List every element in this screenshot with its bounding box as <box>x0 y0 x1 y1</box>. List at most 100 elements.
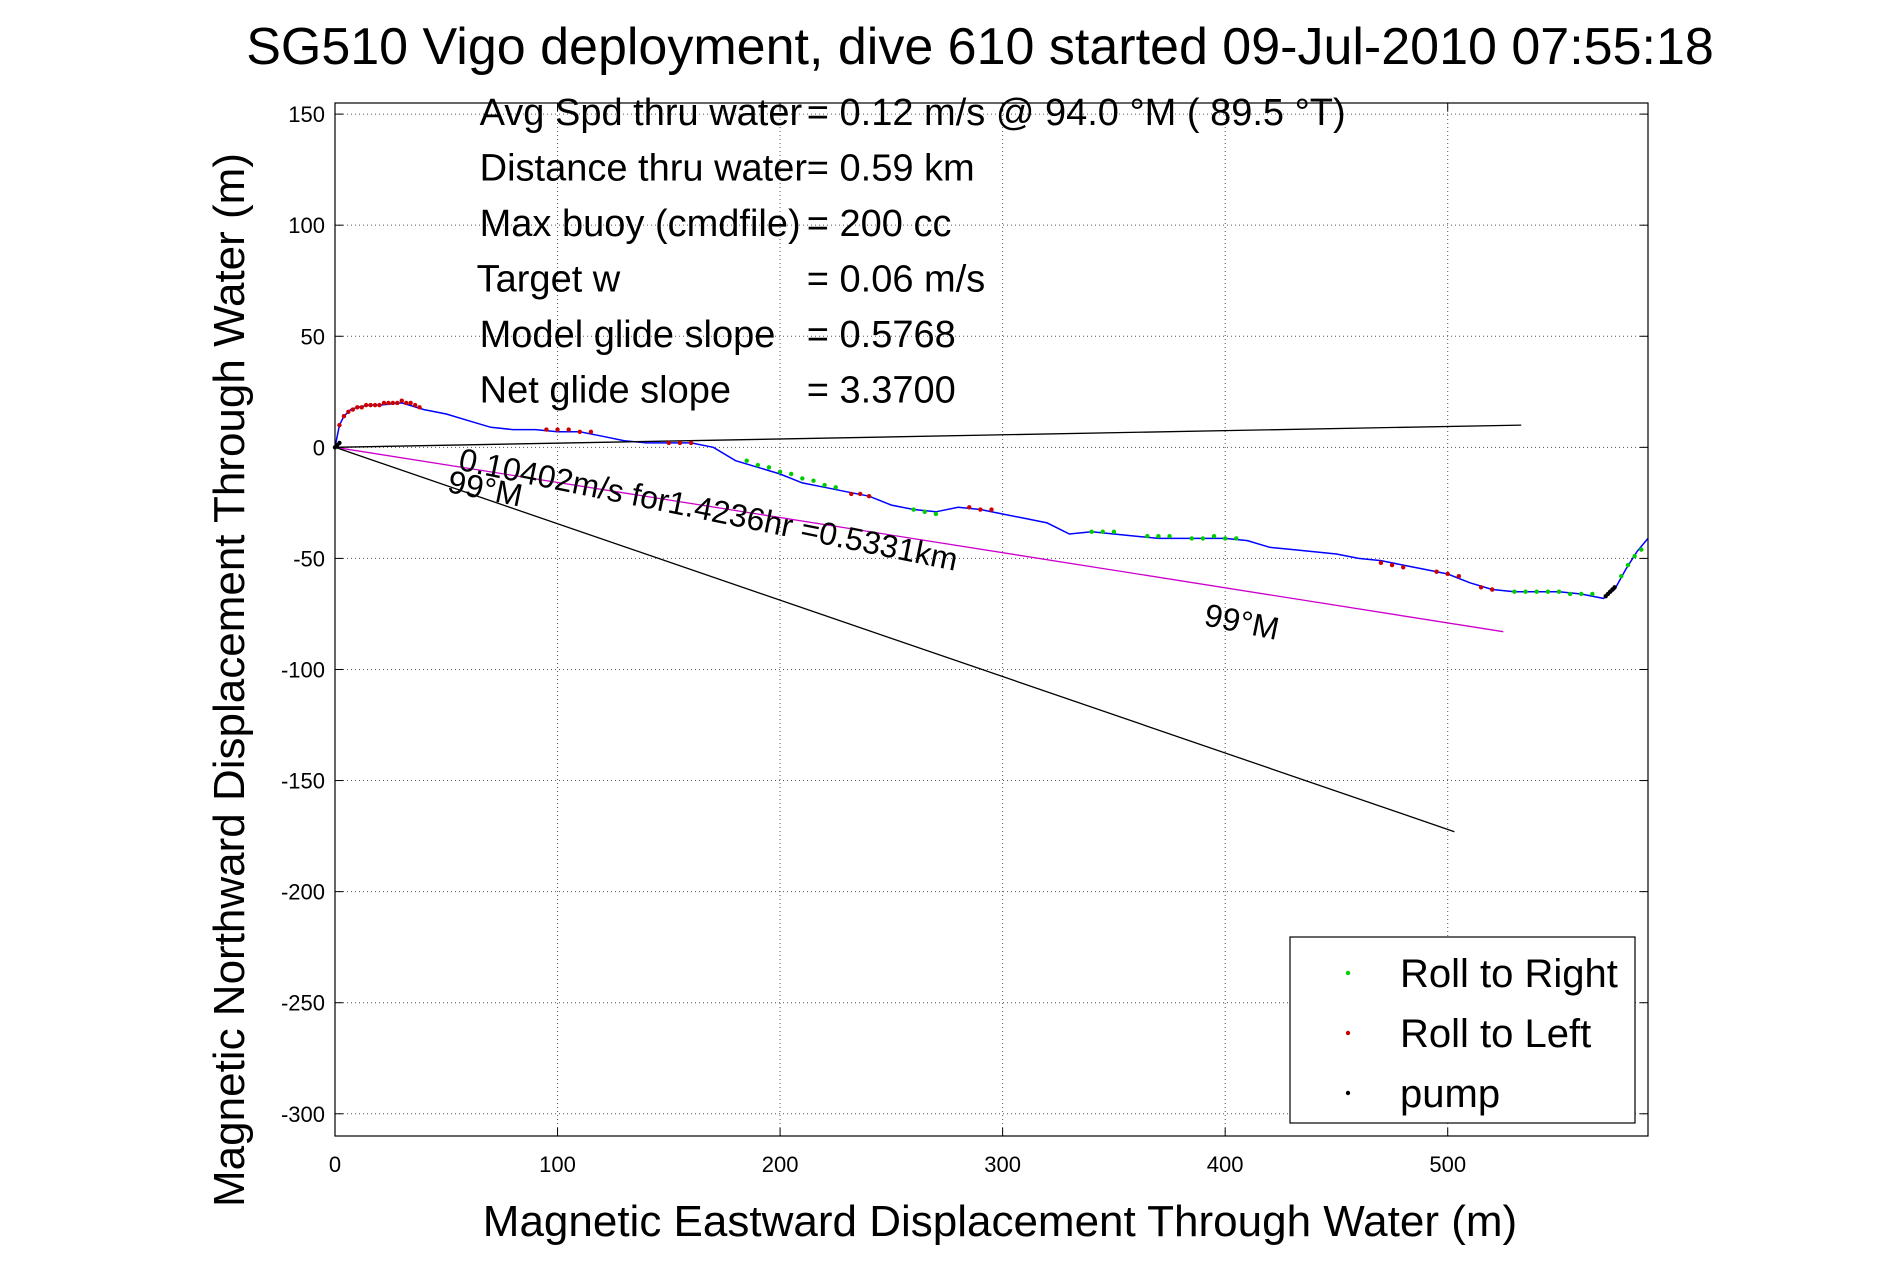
data-point-roll-to-right <box>1545 589 1551 594</box>
x-tick-label: 500 <box>1429 1152 1466 1177</box>
data-point-roll-to-left <box>408 400 413 406</box>
stat-value: = 0.59 km <box>807 148 975 190</box>
data-point-roll-to-left <box>1401 565 1406 570</box>
legend-marker <box>1345 1030 1351 1036</box>
data-point-roll-to-right <box>833 485 838 490</box>
data-point-roll-to-right <box>1632 553 1637 559</box>
data-point-roll-to-right <box>1167 533 1172 539</box>
data-point-roll-to-right <box>922 509 927 514</box>
data-point-roll-to-left <box>363 402 369 408</box>
data-point-roll-to-right <box>1523 589 1528 594</box>
data-point-roll-to-left <box>849 491 854 497</box>
data-point-roll-to-right <box>1512 589 1517 594</box>
data-point-roll-to-left <box>377 402 382 408</box>
stat-value: = 0.12 m/s @ 94.0 °M ( 89.5 °T) <box>807 92 1346 134</box>
data-point-roll-to-right <box>1590 591 1595 597</box>
stat-label: Target w <box>477 259 621 301</box>
data-point-roll-to-right <box>744 458 749 463</box>
data-point-roll-to-left <box>346 409 351 414</box>
data-point-roll-to-right <box>1619 573 1624 579</box>
y-tick-label: -250 <box>281 991 325 1016</box>
y-tick-label: -50 <box>293 546 325 571</box>
legend-label: Roll to Right <box>1400 952 1618 996</box>
x-tick-label: 400 <box>1207 1152 1244 1177</box>
series-line-ref-line-flat <box>334 424 1522 448</box>
x-tick-label: 200 <box>762 1152 799 1177</box>
data-point-roll-to-left <box>368 402 373 408</box>
data-point-roll-to-right <box>933 511 939 517</box>
x-tick-label: 100 <box>539 1152 576 1177</box>
data-point-roll-to-right <box>1625 562 1631 568</box>
annotation: 0.10402m/s for1.4236hr =0.5331km <box>456 441 961 578</box>
x-axis-label: Magnetic Eastward Displacement Through W… <box>483 1197 1517 1246</box>
data-point-roll-to-left <box>386 400 391 406</box>
tick-labels: 0 100 200 300 400 500150100500-50-100-150-200… <box>281 102 1466 1177</box>
y-tick-label: 150 <box>288 102 325 127</box>
data-point-roll-to-left <box>967 505 972 510</box>
legend-marker <box>1345 970 1351 976</box>
data-point-roll-to-right <box>1089 529 1094 534</box>
data-point-roll-to-right <box>1534 589 1539 594</box>
data-point-roll-to-left <box>588 429 594 434</box>
y-tick-label: 0 <box>313 435 325 460</box>
data-point-roll-to-left <box>1490 587 1495 592</box>
data-point-roll-to-left <box>688 440 694 446</box>
x-tick-label: 0 <box>329 1152 341 1177</box>
legend-marker <box>1345 1090 1351 1096</box>
data-point-roll-to-left <box>666 440 672 446</box>
stat-label: Distance thru water <box>480 148 808 190</box>
data-point-roll-to-right <box>822 482 827 488</box>
y-tick-label: -200 <box>281 880 325 905</box>
data-point-roll-to-left <box>1478 585 1484 590</box>
data-point-roll-to-right <box>1211 533 1217 539</box>
data-point-roll-to-left <box>577 429 582 434</box>
data-point-roll-to-right <box>1156 533 1161 539</box>
data-point-roll-to-left <box>677 440 683 446</box>
data-point-roll-to-right <box>1567 591 1573 597</box>
data-point-roll-to-right <box>1111 529 1117 534</box>
stat-label: Max buoy (cmdfile) <box>480 203 801 245</box>
data-point-roll-to-right <box>766 465 772 470</box>
y-tick-label: -100 <box>281 657 325 682</box>
series-line-track <box>334 402 1649 600</box>
data-point-roll-to-left <box>417 405 422 410</box>
data-point-roll-to-left <box>1445 571 1450 577</box>
series-line-ref-line-low <box>334 446 1455 833</box>
y-axis-label: Magnetic Northward Displacement Through … <box>205 153 254 1207</box>
data-point-roll-to-left <box>1378 560 1384 566</box>
stat-value: = 0.06 m/s <box>807 259 985 301</box>
data-point-roll-to-right <box>1556 589 1562 594</box>
data-point-roll-to-right <box>1579 591 1584 597</box>
annotation: 99°M <box>1202 597 1283 647</box>
legend-label: Roll to Left <box>1400 1012 1591 1056</box>
data-point-roll-to-right <box>1234 536 1239 541</box>
data-point-roll-to-right <box>755 462 761 468</box>
legend-label: pump <box>1400 1072 1500 1116</box>
y-tick-label: 100 <box>288 213 325 238</box>
data-point-roll-to-left <box>395 400 400 406</box>
stat-label: Net glide slope <box>480 370 731 412</box>
data-point-roll-to-left <box>1389 562 1395 568</box>
data-point-roll-to-left <box>866 494 872 499</box>
data-point-roll-to-left <box>412 402 418 408</box>
data-point-roll-to-right <box>1200 536 1206 541</box>
stat-label: Model glide slope <box>480 314 776 356</box>
data-point-pump <box>337 440 342 446</box>
data-point-roll-to-right <box>800 476 805 481</box>
data-point-roll-to-right <box>777 469 783 474</box>
data-point-roll-to-left <box>372 402 378 408</box>
data-point-roll-to-left <box>544 427 549 432</box>
data-point-roll-to-right <box>911 507 916 512</box>
data-point-roll-to-right <box>1145 533 1150 539</box>
data-point-roll-to-left <box>359 405 364 410</box>
data-point-roll-to-right <box>811 478 816 483</box>
data-point-roll-to-left <box>566 427 571 432</box>
data-point-roll-to-left <box>381 400 387 406</box>
stat-value: = 200 cc <box>807 203 952 245</box>
data-point-roll-to-left <box>404 400 409 406</box>
data-point-roll-to-right <box>1189 536 1194 541</box>
stat-value: = 0.5768 <box>807 314 956 356</box>
data-point-roll-to-right <box>1100 529 1105 534</box>
